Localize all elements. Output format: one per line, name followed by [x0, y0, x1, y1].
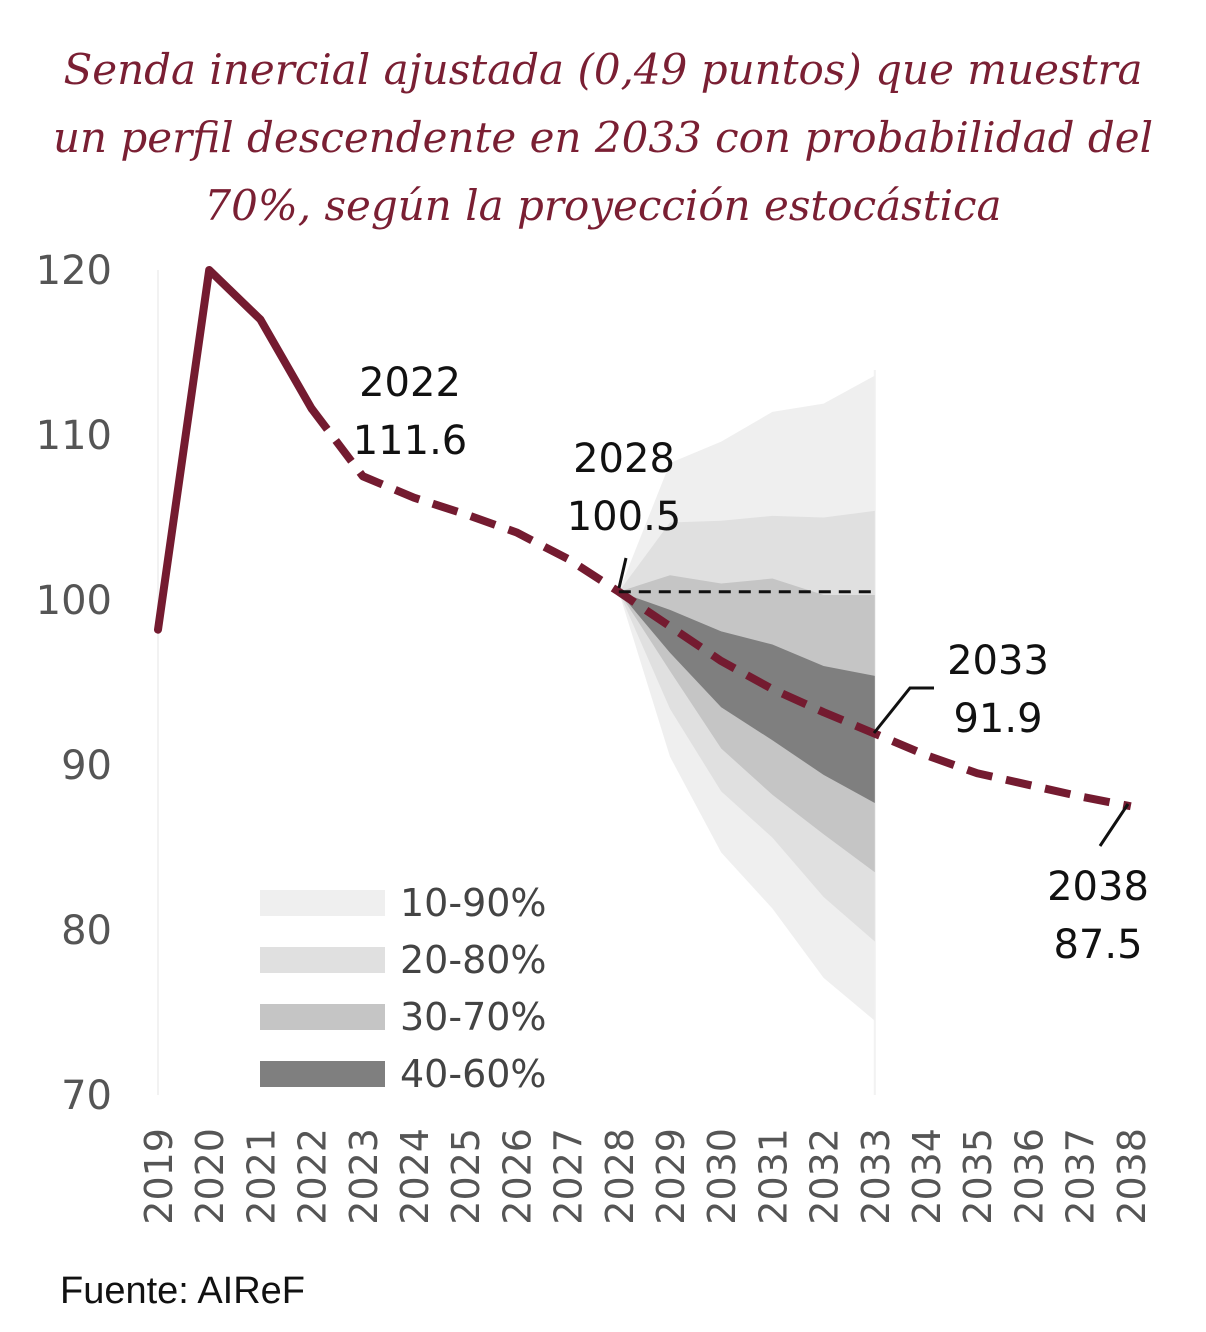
- chart-title-line-3: 70%, según la proyección estocástica: [204, 181, 1002, 230]
- legend-swatch-30-70%: [260, 1004, 385, 1030]
- x-tick-label-2038: 2038: [1110, 1128, 1154, 1225]
- x-tick-label-2037: 2037: [1059, 1128, 1103, 1225]
- legend-label-30-70%: 30-70%: [400, 995, 547, 1039]
- x-tick-label-2023: 2023: [342, 1128, 386, 1225]
- series-line-1: [308, 406, 1132, 811]
- annotation-leader-2033: [872, 686, 934, 734]
- chart-title: Senda inercial ajustada (0,49 puntos) qu…: [20, 36, 1186, 240]
- x-tick-label-2020: 2020: [188, 1128, 232, 1225]
- x-tick-label-2026: 2026: [495, 1128, 539, 1225]
- x-tick-label-2031: 2031: [751, 1128, 795, 1225]
- x-tick-label-2036: 2036: [1007, 1128, 1051, 1225]
- legend-swatch-10-90%: [260, 890, 385, 916]
- x-tick-label-2019: 2019: [137, 1128, 181, 1225]
- annotation-value-2022: 111.6: [353, 418, 468, 464]
- x-tick-label-2032: 2032: [803, 1128, 847, 1225]
- legend-swatch-40-60%: [260, 1061, 385, 1087]
- y-tick-label-90: 90: [61, 743, 112, 789]
- annotation-leader-2028: [617, 557, 628, 589]
- x-tick-label-2028: 2028: [598, 1128, 642, 1225]
- x-tick-label-2035: 2035: [956, 1128, 1000, 1225]
- annotation-value-2028: 100.5: [567, 494, 682, 540]
- legend-label-40-60%: 40-60%: [400, 1052, 547, 1096]
- x-tick-label-2034: 2034: [905, 1128, 949, 1225]
- x-tick-label-2024: 2024: [393, 1128, 437, 1225]
- x-tick-label-2022: 2022: [291, 1128, 335, 1225]
- chart-title-line-2: un perfil descendente en 2033 con probab…: [52, 113, 1154, 162]
- annotation-value-2033: 91.9: [953, 696, 1042, 742]
- fan-band-40-60%: [618, 591, 875, 803]
- y-tick-label-110: 110: [36, 413, 112, 459]
- legend-swatch-20-80%: [260, 947, 385, 973]
- legend-label-10-90%: 10-90%: [400, 881, 547, 925]
- annotation-year-2033: 2033: [947, 638, 1049, 684]
- y-tick-label-120: 120: [36, 248, 112, 294]
- y-tick-label-100: 100: [36, 578, 112, 624]
- x-tick-label-2033: 2033: [854, 1128, 898, 1225]
- x-tick-label-2025: 2025: [444, 1128, 488, 1225]
- y-tick-label-80: 80: [61, 908, 112, 954]
- annotation-year-2038: 2038: [1047, 864, 1149, 910]
- source-note: Fuente: AIReF: [60, 1270, 306, 1312]
- legend-label-20-80%: 20-80%: [400, 938, 547, 982]
- y-tick-label-70: 70: [61, 1073, 112, 1119]
- x-tick-label-2030: 2030: [700, 1128, 744, 1225]
- annotation-value-2038: 87.5: [1053, 922, 1142, 968]
- annotation-year-2022: 2022: [359, 360, 461, 406]
- x-tick-label-2021: 2021: [239, 1128, 283, 1225]
- annotation-year-2028: 2028: [573, 436, 675, 482]
- chart-title-line-1: Senda inercial ajustada (0,49 puntos) qu…: [63, 45, 1143, 94]
- series-line-0: [154, 266, 316, 634]
- x-tick-label-2027: 2027: [547, 1128, 591, 1225]
- x-tick-label-2029: 2029: [649, 1128, 693, 1225]
- annotation-leader-2038: [1098, 803, 1130, 847]
